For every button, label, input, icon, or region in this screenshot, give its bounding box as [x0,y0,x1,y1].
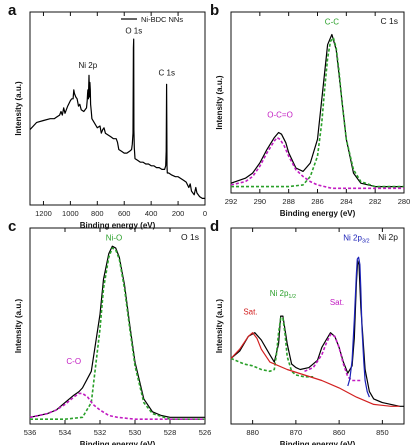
peak-label: Ni 2p [79,61,98,70]
x-axis-label: Binding energy (eV) [80,440,156,445]
y-axis-label: Intensity (a.u.) [14,81,23,136]
y-axis-label: Intensity (a.u.) [14,299,23,354]
x-tick-label: 870 [290,428,303,437]
x-tick-label: 200 [172,209,185,218]
panel-title: O 1s [181,232,199,242]
x-tick-label: 292 [225,197,238,206]
chart-panel-c: c 536 534 532 530 528 526 Binding energy (eV) In… [8,218,211,445]
x-tick-label: 288 [282,197,295,206]
x-tick-label: 1000 [62,209,79,218]
x-tick-label: 526 [199,428,212,437]
x-tick-label: 536 [24,428,37,437]
peak-label: C 1s [159,68,175,77]
x-tick-label: 532 [94,428,107,437]
x-tick-label: 284 [340,197,353,206]
series-line-3 [304,333,361,382]
x-tick-label: 850 [376,428,389,437]
peak-label: Ni 2p1/2 [270,289,296,300]
series-line-1 [29,245,205,418]
x-tick-label: 534 [59,428,72,437]
y-axis-label: Intensity (a.u.) [215,299,224,354]
peak-label: O-C=O [267,110,293,119]
series-line-3 [29,392,205,421]
chart-panel-a: a 1200 1000 800 600 400 200 0 Binding energy (eV… [8,2,207,230]
peak-label: Ni 2p3/2 [343,234,369,245]
panel-letter: d [210,218,219,235]
series-line-2 [231,37,404,188]
panel-letter: c [8,218,16,235]
x-tick-label: 282 [369,197,382,206]
series-line-3 [230,136,404,190]
plot-frame [230,227,405,425]
x-tick-label: 880 [246,428,259,437]
y-axis-label: Intensity (a.u.) [215,75,224,130]
peak-label: Sat. [330,298,344,307]
panel-letter: b [210,2,219,19]
chart-panel-b: b 292 290 288 286 284 282 280 Binding energy (eV… [210,2,410,218]
series-line-2 [230,317,314,378]
x-tick-label: 530 [129,428,142,437]
plot-frame [29,227,206,425]
x-axis-label: Binding energy (eV) [280,440,356,445]
peak-label: Sat. [243,307,257,316]
x-axis-label: Binding energy (eV) [80,221,156,230]
chart-panel-d: d 880 870 860 850 Binding energy (eV) Intensit… [210,218,405,445]
legend-label: Ni-BDC NNs [141,15,183,24]
series-line-5 [230,332,400,407]
series-line-2 [30,247,205,421]
panel-title: C 1s [381,16,398,26]
series-line-4 [347,256,370,398]
x-axis-label: Binding energy (eV) [280,209,356,218]
x-tick-label: 1200 [35,209,52,218]
x-tick-label: 600 [118,209,131,218]
peak-label: O 1s [125,27,142,36]
x-tick-label: 800 [91,209,104,218]
peak-label: C-O [66,357,81,366]
x-tick-label: 528 [164,428,177,437]
x-tick-label: 0 [203,209,207,218]
peak-label: C-C [325,17,339,26]
plot-frame [230,11,405,194]
series-line-1 [230,260,404,407]
peak-label: Ni-O [106,234,122,243]
x-tick-label: 860 [333,428,346,437]
x-tick-label: 286 [311,197,324,206]
plot-frame [29,11,206,206]
x-tick-label: 280 [398,197,411,206]
panel-letter: a [8,2,17,19]
x-tick-label: 290 [254,197,267,206]
panel-title: Ni 2p [378,232,398,242]
x-tick-label: 400 [145,209,158,218]
series-line-1 [29,38,205,199]
series-line-1 [230,33,404,188]
